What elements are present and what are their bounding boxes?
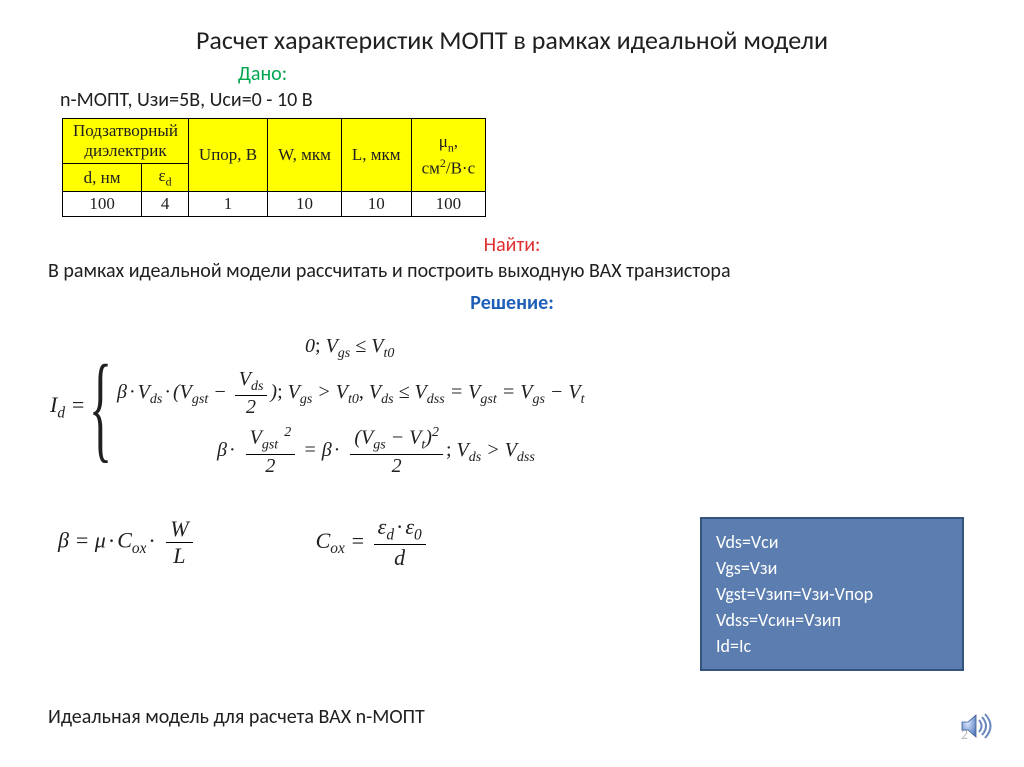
cell-l: 10 bbox=[341, 192, 411, 217]
legend-line: Id=Iс bbox=[716, 633, 946, 659]
legend-line: Vdss=Vсин=Vзип bbox=[716, 607, 946, 633]
col-mu: μn,см2/В·с bbox=[411, 119, 486, 192]
cox-formula: Cox = εd·ε0d bbox=[316, 514, 429, 571]
cell-d: 100 bbox=[63, 192, 142, 217]
cell-w: 10 bbox=[268, 192, 342, 217]
col-dielectric: Подзатворныйдиэлектрик bbox=[63, 119, 189, 164]
table-row: 100 4 1 10 10 100 bbox=[63, 192, 486, 217]
id-equals: Id = bbox=[50, 392, 85, 422]
legend-line: Vgs=Vзи bbox=[716, 555, 946, 581]
solution-label: Решение: bbox=[48, 291, 976, 315]
cell-upor: 1 bbox=[188, 192, 267, 217]
brace-icon: { bbox=[89, 359, 112, 455]
beta-formula: β = μ·Cox· WL bbox=[58, 516, 196, 569]
legend-line: Vgst=Vзип=Vзи-Vпор bbox=[716, 581, 946, 607]
cell-mu: 100 bbox=[411, 192, 486, 217]
given-label: Дано: bbox=[238, 62, 976, 86]
case-1: 0; Vgs ≤ Vt0 bbox=[305, 335, 585, 362]
given-line: n-МОПТ, Uзи=5В, Uси=0 - 10 В bbox=[60, 88, 976, 112]
legend-box: Vds=Vси Vgs=Vзи Vgst=Vзип=Vзи-Vпор Vdss=… bbox=[700, 517, 964, 671]
cell-eps: 4 bbox=[142, 192, 189, 217]
speaker-icon bbox=[958, 708, 994, 749]
col-l: L, мкм bbox=[341, 119, 411, 192]
col-eps: εd bbox=[142, 164, 189, 192]
col-upor: Uпор, В bbox=[188, 119, 267, 192]
find-text: В рамках идеальной модели рассчитать и п… bbox=[48, 259, 976, 283]
col-d: d, нм bbox=[63, 164, 142, 192]
legend-line: Vds=Vси bbox=[716, 529, 946, 555]
case-3: β· Vgst22 = β· (Vgs − Vt)22; Vds > Vdss bbox=[217, 425, 585, 478]
footer-text: Идеальная модель для расчета ВАХ n-МОПТ bbox=[48, 705, 425, 729]
col-w: W, мкм bbox=[268, 119, 342, 192]
case-2: β·Vds·(Vgst − Vds2); Vgs > Vt0, Vds ≤ Vd… bbox=[117, 368, 585, 419]
find-label: Найти: bbox=[48, 233, 976, 257]
page-title: Расчет характеристик МОПТ в рамках идеал… bbox=[48, 24, 976, 56]
params-table: Подзатворныйдиэлектрик Uпор, В W, мкм L,… bbox=[62, 118, 486, 217]
